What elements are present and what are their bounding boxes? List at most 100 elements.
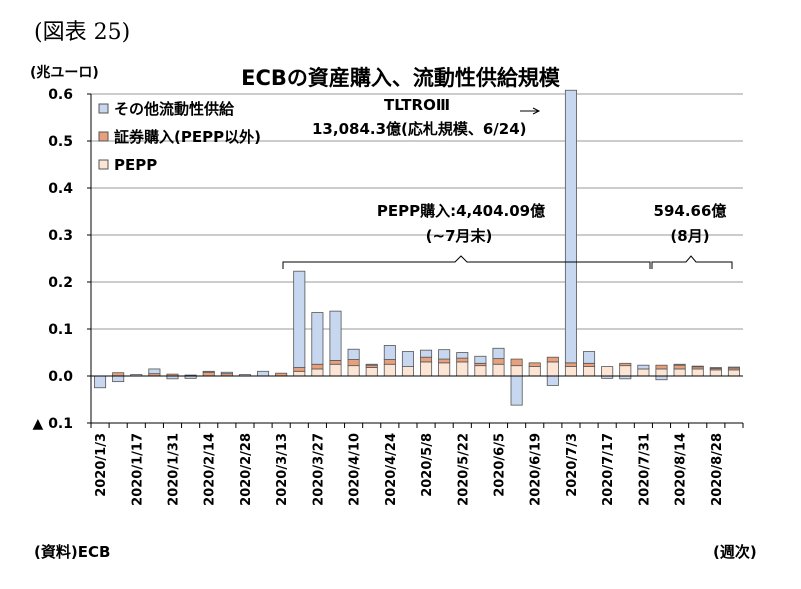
bar-pepp bbox=[673, 368, 686, 377]
annotation-aug-brace bbox=[651, 255, 733, 269]
bar-pepp bbox=[619, 365, 632, 377]
source-label: (資料)ECB bbox=[34, 543, 111, 561]
x-tick-label: 2020/6/5 bbox=[493, 433, 508, 497]
x-tick-label: 2020/8/14 bbox=[674, 433, 689, 506]
bar-other bbox=[510, 375, 523, 406]
bar-other bbox=[148, 368, 161, 375]
bar-securities bbox=[456, 357, 469, 363]
bar-pepp bbox=[510, 365, 523, 377]
annotations: TLTROⅢ 13,084.3億(応札規模、6/24) PEPP購入:4,404… bbox=[282, 96, 733, 269]
y-tick-label: 0.4 bbox=[48, 181, 73, 197]
bar-securities bbox=[420, 356, 433, 363]
bar-pepp bbox=[293, 370, 306, 377]
legend-label-securities: 証券購入(PEPP以外) bbox=[114, 128, 261, 146]
bar-other bbox=[257, 370, 270, 377]
bar-securities bbox=[311, 363, 324, 370]
bar-pepp bbox=[383, 363, 396, 377]
x-tick-labels: 2020/1/3 2020/1/17 2020/1/31 2020/2/14 2020/… bbox=[94, 433, 725, 506]
annotation-tltro-detail: 13,084.3億(応札規模、6/24) bbox=[312, 120, 527, 138]
x-tick-label: 2020/1/31 bbox=[167, 433, 182, 506]
legend-label-pepp: PEPP bbox=[114, 156, 157, 174]
annotation-pepp-total: PEPP購入:4,404.09億 bbox=[377, 202, 545, 220]
bar-securities bbox=[583, 362, 596, 367]
x-tick-label: 2020/6/19 bbox=[529, 433, 544, 506]
bar-other bbox=[347, 348, 360, 360]
bar-other bbox=[94, 375, 107, 389]
bar-pepp bbox=[655, 368, 668, 377]
bar-other bbox=[365, 363, 378, 366]
bar-pepp bbox=[727, 369, 740, 377]
bar-pepp bbox=[365, 367, 378, 377]
x-tick-label: 2020/7/3 bbox=[565, 433, 580, 497]
bar-pepp bbox=[329, 363, 342, 377]
x-tick-label: 2020/1/3 bbox=[94, 433, 109, 497]
bar-pepp bbox=[401, 366, 414, 377]
y-tick-label: 0.1 bbox=[48, 322, 73, 338]
bar-pepp bbox=[420, 361, 433, 377]
bar-other bbox=[564, 89, 577, 364]
x-unit-label: (週次) bbox=[713, 543, 757, 561]
bar-other bbox=[202, 370, 215, 373]
bar-other bbox=[583, 351, 596, 364]
bar-pepp bbox=[546, 361, 559, 377]
bar-other bbox=[456, 352, 469, 359]
bar-securities bbox=[293, 367, 306, 372]
bar-other bbox=[438, 349, 451, 360]
bar-other bbox=[655, 375, 668, 381]
bar-pepp bbox=[474, 365, 487, 377]
annotation-tltro-arrowhead bbox=[532, 107, 541, 115]
bar-other bbox=[637, 364, 650, 370]
bar-securities bbox=[383, 359, 396, 365]
bar-securities bbox=[510, 358, 523, 367]
bar-other bbox=[401, 351, 414, 367]
x-tick-label: 2020/2/14 bbox=[203, 433, 218, 506]
bar-pepp bbox=[438, 362, 451, 377]
bar-pepp bbox=[601, 366, 614, 377]
x-tick-label: 2020/4/10 bbox=[348, 433, 363, 506]
bar-pepp bbox=[709, 369, 722, 377]
legend-swatch-other bbox=[98, 103, 109, 114]
bar-securities bbox=[347, 359, 360, 367]
bar-other bbox=[420, 349, 433, 358]
chart-title: ECBの資産購入、流動性供給規模 bbox=[241, 66, 560, 90]
y-tick-labels: ▲ 0.1 0.0 0.1 0.2 0.3 0.4 0.5 0.6 bbox=[33, 87, 74, 432]
x-tick-label: 2020/5/8 bbox=[420, 433, 435, 497]
y-tick-label: 0.5 bbox=[48, 134, 73, 150]
bar-pepp bbox=[492, 363, 505, 377]
bar-securities bbox=[438, 358, 451, 364]
annotation-tltro-title: TLTROⅢ bbox=[384, 96, 450, 114]
bar-pepp bbox=[311, 368, 324, 377]
x-tick-label: 2020/7/31 bbox=[637, 433, 652, 506]
legend-swatch-securities bbox=[98, 131, 109, 142]
y-tick-label: 0.6 bbox=[48, 87, 73, 103]
bar-other bbox=[329, 310, 342, 361]
bar-other bbox=[220, 371, 233, 375]
bar-securities bbox=[546, 356, 559, 363]
axes bbox=[87, 93, 744, 428]
y-tick-label: ▲ 0.1 bbox=[33, 416, 73, 432]
bar-securities bbox=[673, 364, 686, 370]
x-tick-label: 2020/3/13 bbox=[275, 433, 290, 506]
y-unit-label: (兆ユーロ) bbox=[30, 65, 99, 81]
x-tick-label: 2020/7/17 bbox=[601, 433, 616, 506]
bar-securities bbox=[619, 362, 632, 367]
bar-other bbox=[474, 355, 487, 364]
x-tick-label: 2020/1/17 bbox=[130, 433, 145, 506]
figure-number: (図表 25) bbox=[34, 20, 131, 45]
bar-pepp bbox=[564, 366, 577, 377]
x-tick-label: 2020/3/27 bbox=[311, 433, 326, 506]
x-tick-label: 2020/2/28 bbox=[239, 433, 254, 506]
legend: その他流動性供給 証券購入(PEPP以外) PEPP bbox=[98, 100, 261, 174]
bar-pepp bbox=[691, 368, 704, 377]
legend-swatch-pepp bbox=[98, 159, 109, 170]
bar-other bbox=[112, 375, 125, 383]
bar-other bbox=[709, 367, 722, 369]
y-tick-label: 0.3 bbox=[48, 228, 73, 244]
bar-other bbox=[727, 366, 740, 369]
bar-other bbox=[311, 312, 324, 365]
bar-other bbox=[492, 347, 505, 360]
bar-securities bbox=[564, 362, 577, 367]
annotation-aug-period: (8月) bbox=[670, 227, 709, 245]
bar-other bbox=[546, 375, 559, 386]
